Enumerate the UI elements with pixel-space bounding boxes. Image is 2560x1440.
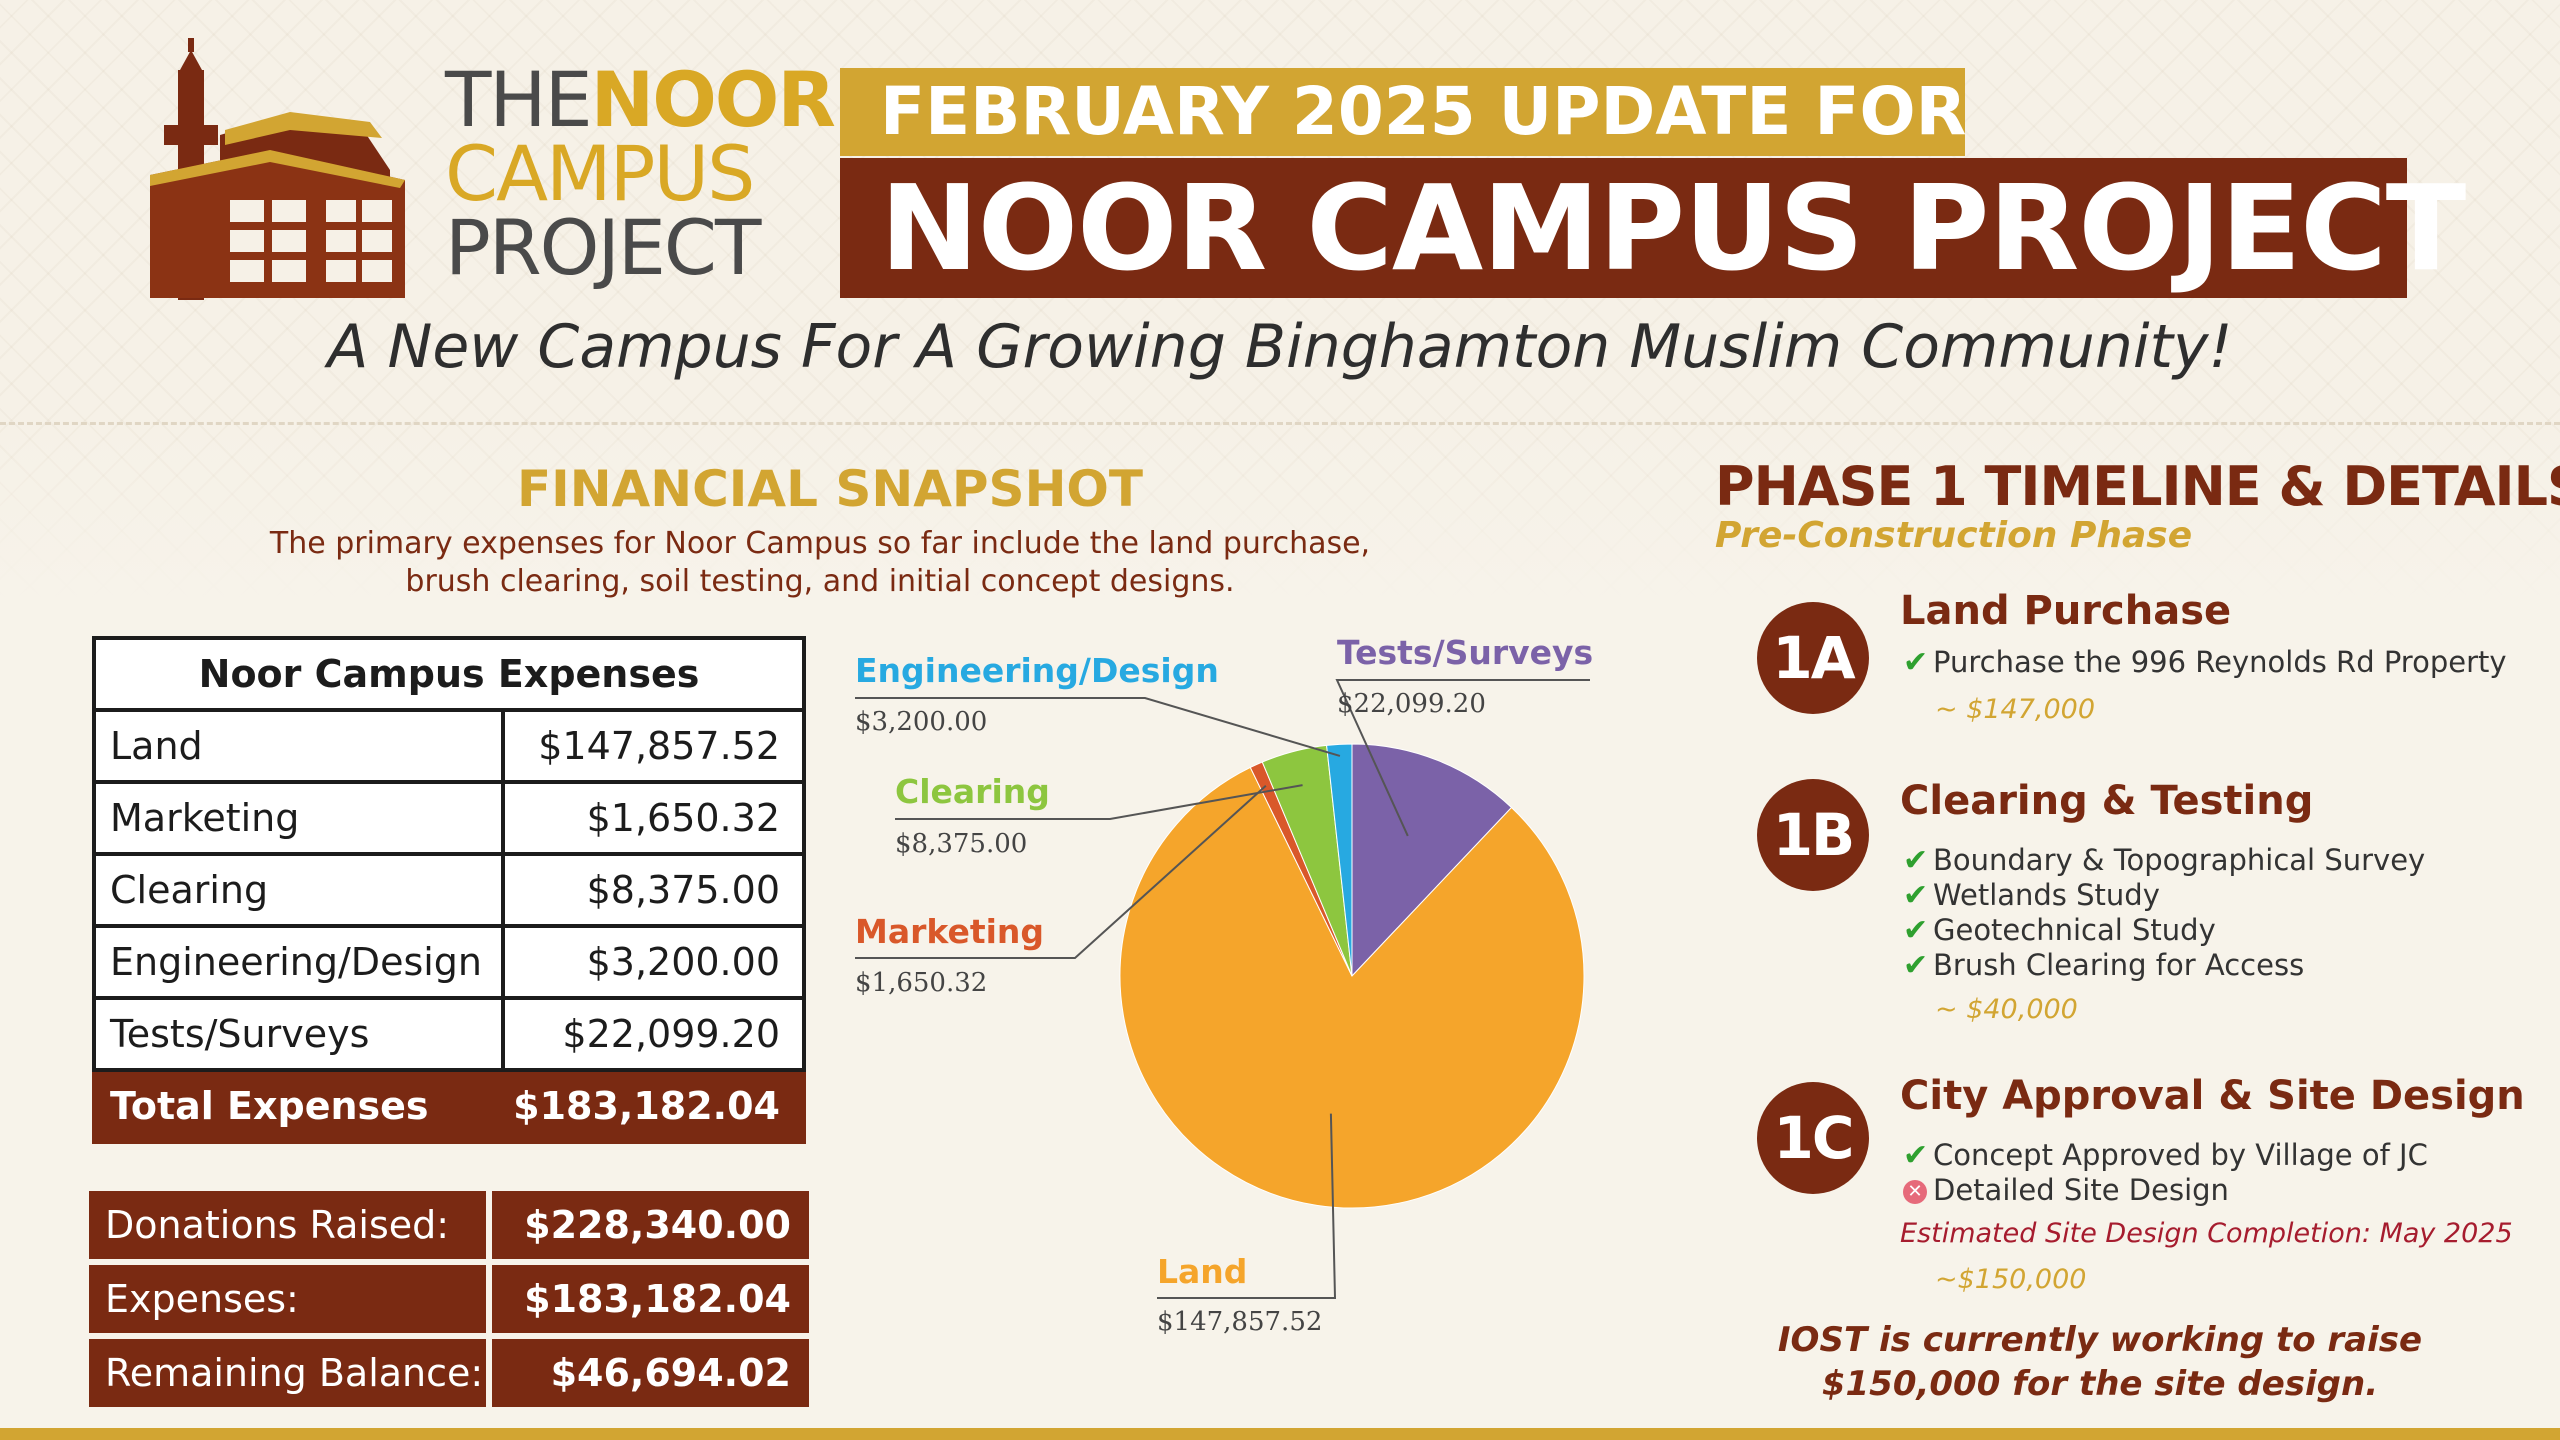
table-row: Marketing $1,650.32 [92,780,806,856]
step-item: ✕ Detailed Site Design [1903,1173,2229,1208]
step-estimate-1c: Estimated Site Design Completion: May 20… [1900,1218,2513,1249]
pie-leader-line [895,784,1303,820]
tagline: A New Campus For A Growing Binghamton Mu… [327,312,2233,382]
step-badge-1b: 1B [1757,779,1869,891]
checkmark-icon: ✔ [1903,878,1929,913]
expenses-table: Noor Campus Expenses Land $147,857.52 Mar… [92,636,806,1144]
step-item: ✔ Boundary & Topographical Survey [1903,843,2425,878]
expense-value: $8,375.00 [501,852,806,928]
logo-the: THE [445,55,593,144]
expense-label: Tests/Surveys [92,996,505,1072]
phase-title: PHASE 1 TIMELINE & DETAILS [1715,455,2560,518]
pie-value-label: $3,200.00 [855,707,987,737]
summary-row: Remaining Balance: $46,694.02 [89,1339,809,1407]
x-circle-icon: ✕ [1903,1180,1927,1204]
step-title-1c: City Approval & Site Design [1900,1073,2525,1119]
pie-value-label: $1,650.32 [855,968,987,998]
summary-label: Donations Raised: [89,1191,492,1259]
pie-leader-line [1157,1113,1337,1299]
header-title-banner: NOOR CAMPUS PROJECT [840,158,2466,298]
checkmark-icon: ✔ [1903,645,1929,680]
checkmark-icon: ✔ [1903,843,1929,878]
logo-project: PROJECT [445,203,761,292]
expense-value: $1,650.32 [501,780,806,856]
checkmark-icon: ✔ [1903,948,1929,983]
pie-leader-line [1335,679,1590,837]
total-value: $183,182.04 [501,1068,806,1144]
summary-row: Donations Raised: $228,340.00 [89,1191,809,1259]
pie-label: Marketing [855,912,1044,951]
step-item: ✔ Brush Clearing for Access [1903,948,2304,983]
pie-leader-line [855,697,1341,757]
pie-label: Engineering/Design [855,651,1219,690]
pie-label: Land [1157,1252,1247,1291]
pie-slice-land [1119,766,1585,1209]
pie-label: Tests/Surveys [1337,633,1593,672]
expense-value: $22,099.20 [501,996,806,1072]
summary-row: Expenses: $183,182.04 [89,1265,809,1333]
expenses-table-title: Noor Campus Expenses [92,636,806,712]
summary-label: Remaining Balance: [89,1339,492,1407]
logo-wordmark: THENOOR CAMPUS PROJECT [445,62,836,292]
bottom-bar [0,1428,2560,1440]
checkmark-icon: ✔ [1903,1138,1929,1173]
step-item-text: Wetlands Study [1933,878,2160,912]
checkmark-icon: ✔ [1903,913,1929,948]
step-item-text: Purchase the 996 Reynolds Rd Property [1933,645,2507,679]
step-item: ✔ Geotechnical Study [1903,913,2216,948]
expense-label: Land [92,708,505,784]
expense-label: Engineering/Design [92,924,505,1000]
fundraising-note: IOST is currently working to raise $150,… [1777,1320,2423,1404]
step-title-1a: Land Purchase [1900,588,2232,634]
step-badge-1c: 1C [1757,1082,1869,1194]
pie-value-label: $22,099.20 [1337,689,1486,719]
step-item: ✔ Concept Approved by Village of JC [1903,1138,2428,1173]
table-row: Engineering/Design $3,200.00 [92,924,806,1000]
expenses-pie-chart: Tests/Surveys $22,099.20 Land $147,857.52 Ma… [855,633,1593,1337]
summary-value: $183,182.04 [492,1265,809,1333]
step-item-text: Concept Approved by Village of JC [1933,1138,2428,1172]
total-label: Total Expenses [92,1068,505,1144]
financial-description: The primary expenses for Noor Campus so … [269,526,1371,599]
phase-subtitle: Pre-Construction Phase [1715,515,2193,556]
summary-label: Expenses: [89,1265,492,1333]
step-item-text: Detailed Site Design [1933,1173,2229,1207]
step-item-text: Boundary & Topographical Survey [1933,843,2426,877]
step-item-text: Geotechnical Study [1933,913,2216,947]
step-badge-1a: 1A [1757,602,1869,714]
pie-value-label: $147,857.52 [1157,1307,1322,1337]
expense-value: $147,857.52 [501,708,806,784]
pie-leader-line [855,785,1267,959]
step-item-text: Brush Clearing for Access [1933,948,2305,982]
header-date-banner: FEBRUARY 2025 UPDATE FOR [840,68,1966,156]
table-row: Land $147,857.52 [92,708,806,784]
expense-label: Marketing [92,780,505,856]
pie-label: Clearing [895,772,1050,811]
table-row: Tests/Surveys $22,099.20 [92,996,806,1072]
step-item: ✔ Purchase the 996 Reynolds Rd Property [1903,645,2507,680]
expense-label: Clearing [92,852,505,928]
step-title-1b: Clearing & Testing [1900,778,2314,824]
step-cost-1a: ~ $147,000 [1935,694,2096,725]
step-cost-1c: ~$150,000 [1935,1264,2087,1295]
section-divider [0,422,2560,425]
balance-summary-table: Donations Raised: $228,340.00 Expenses: $1… [89,1185,809,1413]
logo-noor: NOOR [590,55,836,144]
expense-value: $3,200.00 [501,924,806,1000]
summary-value: $46,694.02 [492,1339,809,1407]
summary-value: $228,340.00 [492,1191,809,1259]
pie-slice-engineering-design [1326,743,1353,977]
building-logo-icon [150,38,405,300]
table-row: Clearing $8,375.00 [92,852,806,928]
step-item: ✔ Wetlands Study [1903,878,2160,913]
step-cost-1b: ~ $40,000 [1935,994,2078,1025]
pie-value-label: $8,375.00 [895,829,1027,859]
logo-campus: CAMPUS [445,129,755,218]
financial-snapshot-title: FINANCIAL SNAPSHOT [516,460,1144,518]
total-row: Total Expenses $183,182.04 [92,1068,806,1144]
